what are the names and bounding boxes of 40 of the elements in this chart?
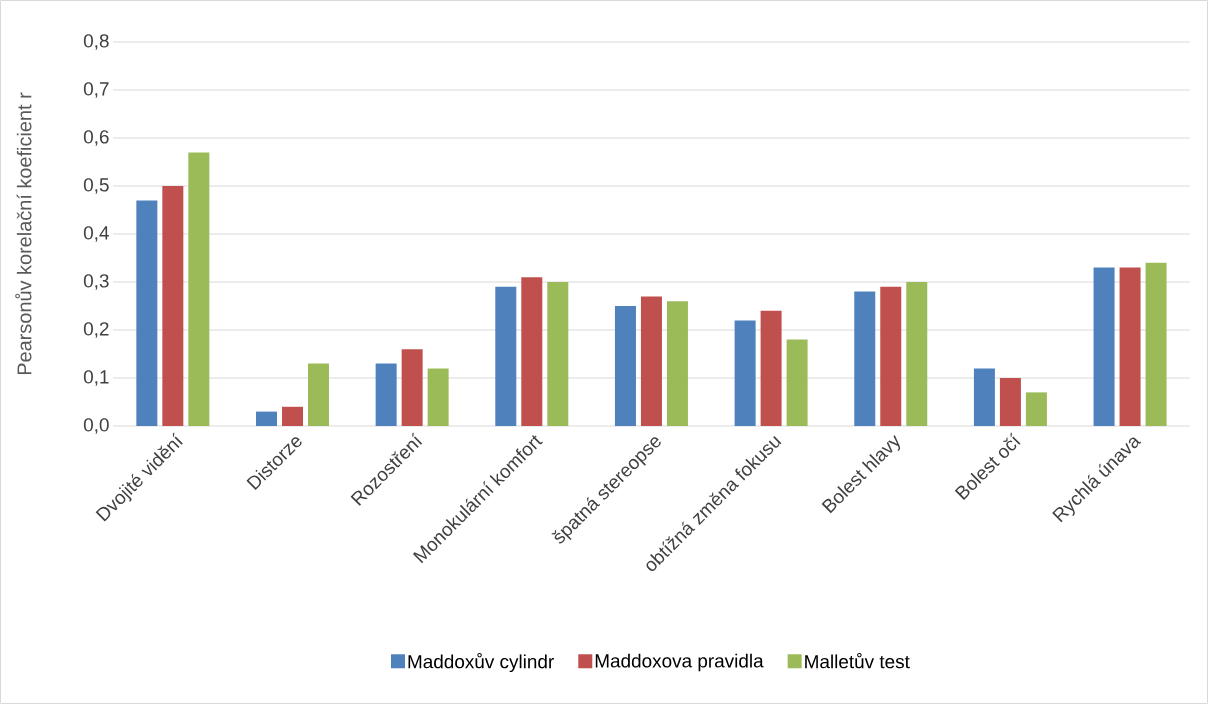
y-axis-title: Pearsonův korelační koeficient r — [15, 92, 32, 375]
bar — [734, 320, 756, 426]
bar — [401, 349, 423, 426]
bar — [1119, 267, 1141, 426]
bar — [427, 368, 449, 426]
bar — [281, 406, 303, 426]
bar — [1145, 262, 1167, 426]
bar — [547, 281, 569, 426]
bar — [999, 377, 1021, 426]
bar — [906, 281, 928, 426]
y-tick-label: 0,0 — [83, 418, 109, 434]
bar — [188, 152, 210, 426]
bar — [786, 339, 808, 426]
y-tick-label: 0,2 — [83, 322, 109, 338]
y-tick-label: 0,6 — [83, 130, 109, 146]
bar — [1093, 267, 1115, 426]
bar — [614, 305, 636, 426]
y-tick-label: 0,4 — [83, 226, 109, 242]
bar — [375, 363, 397, 426]
bar — [1025, 392, 1047, 426]
y-tick-label: 0,1 — [83, 370, 109, 386]
bar — [495, 286, 517, 426]
bar — [307, 363, 329, 426]
legend-label: Maddoxův cylindr — [408, 652, 554, 673]
y-tick-label: 0,8 — [83, 34, 109, 50]
y-tick-label: 0,5 — [83, 178, 109, 194]
legend-label: Malletův test — [805, 652, 910, 669]
bar — [880, 286, 902, 426]
bar — [666, 301, 688, 426]
legend-label: Maddoxova pravidla — [595, 653, 764, 672]
bar — [255, 411, 277, 426]
bar — [521, 277, 543, 426]
bar — [854, 291, 876, 426]
bar — [162, 185, 184, 426]
y-tick-label: 0,7 — [83, 82, 109, 98]
bar — [136, 200, 158, 426]
y-tick-label: 0,3 — [83, 274, 109, 290]
bar — [760, 310, 782, 426]
bar — [973, 368, 995, 426]
bar — [640, 296, 662, 426]
